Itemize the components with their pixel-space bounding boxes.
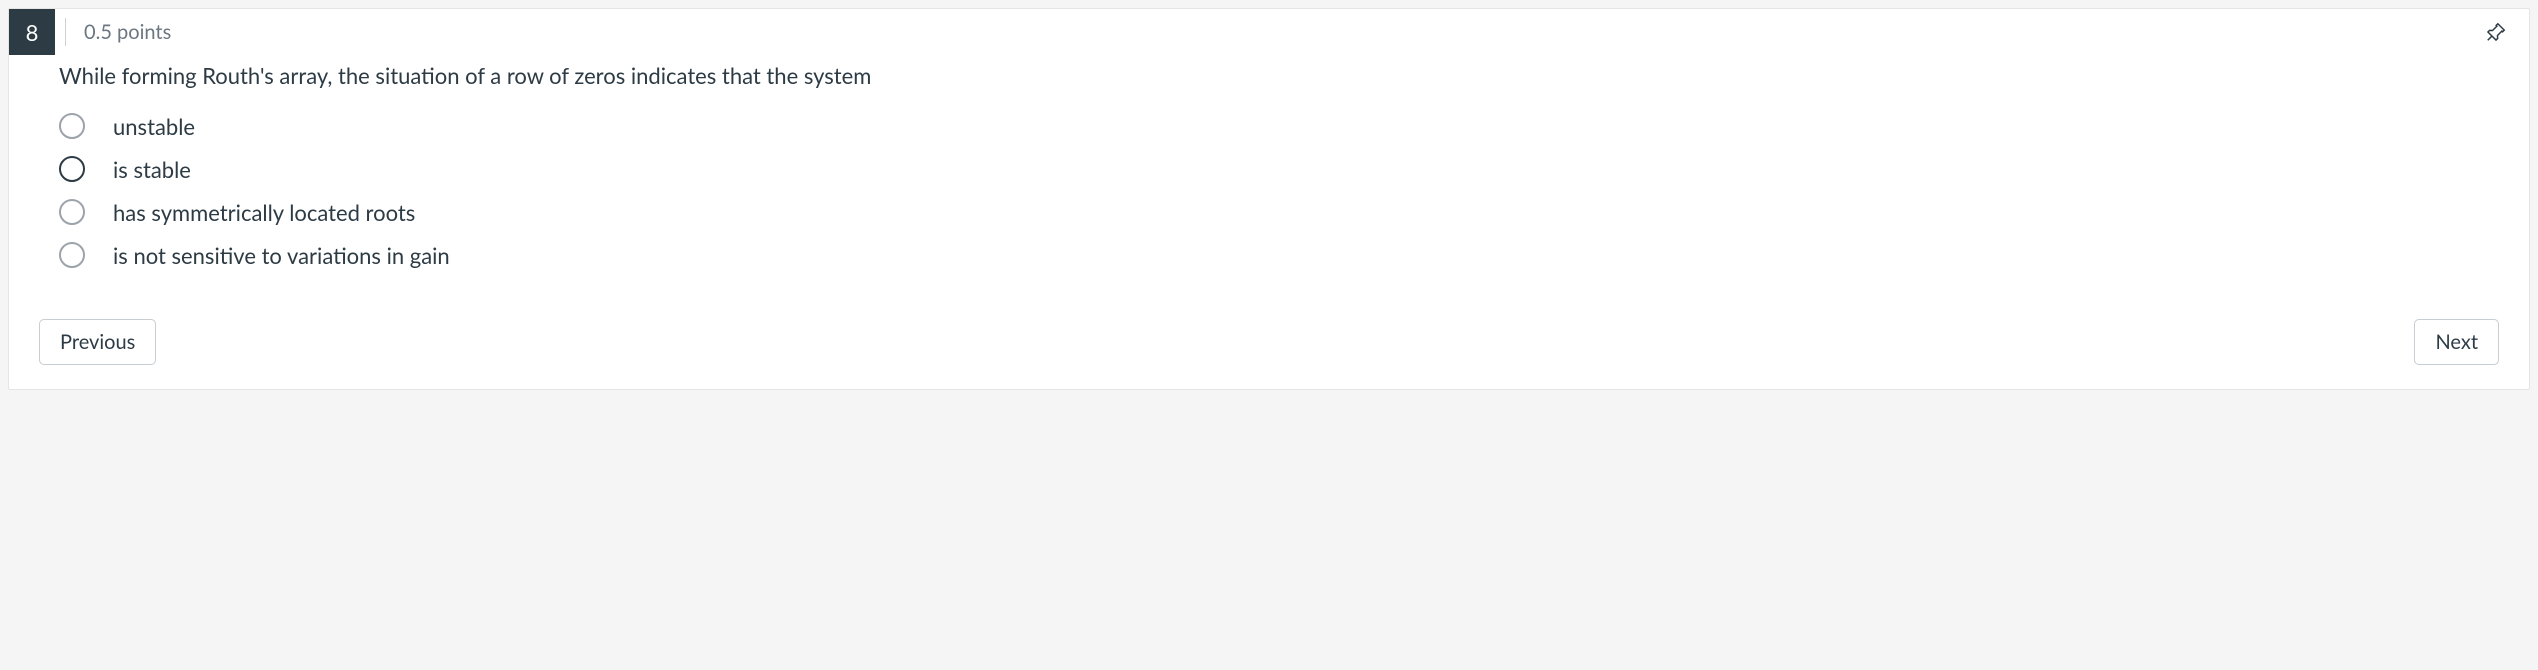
option-1[interactable]: is stable	[59, 148, 2479, 191]
question-number: 8	[9, 9, 55, 55]
option-label: unstable	[113, 113, 195, 140]
next-button[interactable]: Next	[2414, 319, 2499, 365]
option-2[interactable]: has symmetrically located roots	[59, 191, 2479, 234]
pin-button[interactable]	[2483, 19, 2509, 45]
question-card: 8 0.5 points While forming Routh's array…	[8, 8, 2530, 390]
radio-icon	[59, 242, 85, 268]
option-0[interactable]: unstable	[59, 105, 2479, 148]
nav-footer: Previous Next	[9, 295, 2529, 389]
radio-icon	[59, 156, 85, 182]
option-label: has symmetrically located roots	[113, 199, 415, 226]
radio-icon	[59, 113, 85, 139]
option-label: is stable	[113, 156, 191, 183]
pin-icon	[2485, 21, 2507, 43]
question-points: 0.5 points	[65, 18, 171, 46]
question-header: 8 0.5 points	[9, 9, 2529, 55]
radio-icon	[59, 199, 85, 225]
previous-button[interactable]: Previous	[39, 319, 156, 365]
option-label: is not sensitive to variations in gain	[113, 242, 450, 269]
question-text: While forming Routh's array, the situati…	[59, 61, 2479, 91]
question-body: While forming Routh's array, the situati…	[9, 55, 2529, 295]
option-3[interactable]: is not sensitive to variations in gain	[59, 234, 2479, 277]
